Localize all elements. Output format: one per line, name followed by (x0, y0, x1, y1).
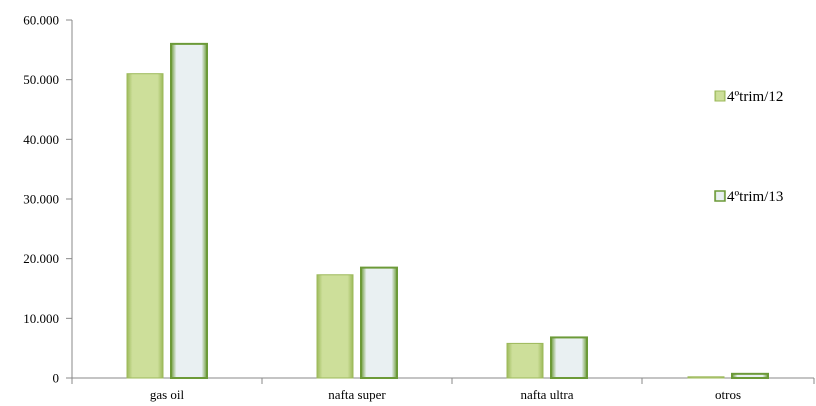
legend-label-2: 4ºtrim/13 (727, 189, 783, 205)
bar-2-nafta-ultra (550, 336, 588, 379)
bar-2-otros (731, 372, 769, 380)
bar-1-nafta-super (316, 274, 354, 379)
y-tick-label: 50.000 (23, 72, 59, 87)
y-axis: 0 10.000 20.000 30.000 40.000 50.000 60.000 (23, 13, 73, 386)
legend-swatch-1 (714, 90, 726, 102)
y-tick-label: 10.000 (23, 311, 59, 326)
legend-label-1: 4ºtrim/12 (727, 89, 783, 105)
x-tick-label: otros (715, 387, 741, 402)
bar-1-gas-oil (126, 73, 164, 379)
bar-2-nafta-super (360, 266, 398, 379)
y-tick-label: 40.000 (23, 132, 59, 147)
x-tick-label: nafta ultra (520, 387, 573, 402)
x-axis: gas oil nafta super nafta ultra otros (71, 377, 815, 402)
bar-2-gas-oil (170, 42, 208, 379)
bar-1-otros (687, 376, 725, 379)
bars (126, 42, 769, 380)
y-tick-label: 30.000 (23, 192, 59, 207)
bar-1-nafta-ultra (506, 342, 544, 379)
legend: 4ºtrim/12 4ºtrim/13 (714, 89, 783, 205)
y-tick-label: 0 (53, 371, 60, 386)
legend-swatch-2 (714, 190, 726, 202)
x-tick-label: nafta super (328, 387, 386, 402)
y-tick-label: 20.000 (23, 251, 59, 266)
y-tick-label: 60.000 (23, 13, 59, 28)
x-tick-label: gas oil (150, 387, 185, 402)
